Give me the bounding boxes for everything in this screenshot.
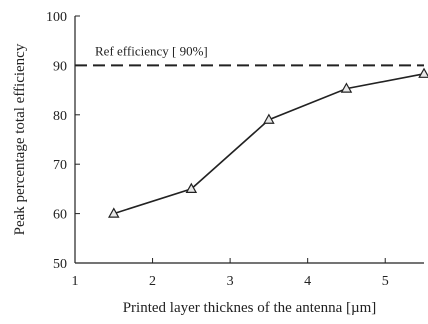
data-point: [340, 82, 353, 93]
y-axis-title: Peak percentage total efficiency: [12, 43, 28, 235]
data-point: [185, 182, 198, 193]
y-tick-label: 60: [53, 208, 67, 223]
x-tick-label: 5: [382, 274, 389, 289]
y-tick-label: 70: [53, 158, 67, 173]
data-point: [108, 207, 120, 218]
x-tick-label: 3: [227, 274, 234, 289]
x-tick-label: 1: [72, 274, 79, 289]
y-tick-label: 100: [46, 10, 67, 25]
x-tick-label: 4: [304, 274, 311, 289]
data-point: [263, 113, 275, 124]
data-point: [418, 67, 428, 78]
x-axis-title: Printed layer thicknes of the antenna [µ…: [123, 300, 377, 316]
series-group: [108, 67, 428, 218]
series-line: [113, 73, 425, 215]
y-tick-label: 80: [53, 109, 67, 124]
reference-line-label: Ref efficiency [ 90%]: [95, 43, 208, 58]
x-tick-label: 2: [149, 274, 156, 289]
axes: 50 60 70 80 90 100 1 2 3 4 5: [46, 10, 424, 289]
y-tick-label: 90: [53, 59, 67, 74]
y-tick-label: 50: [53, 257, 67, 272]
